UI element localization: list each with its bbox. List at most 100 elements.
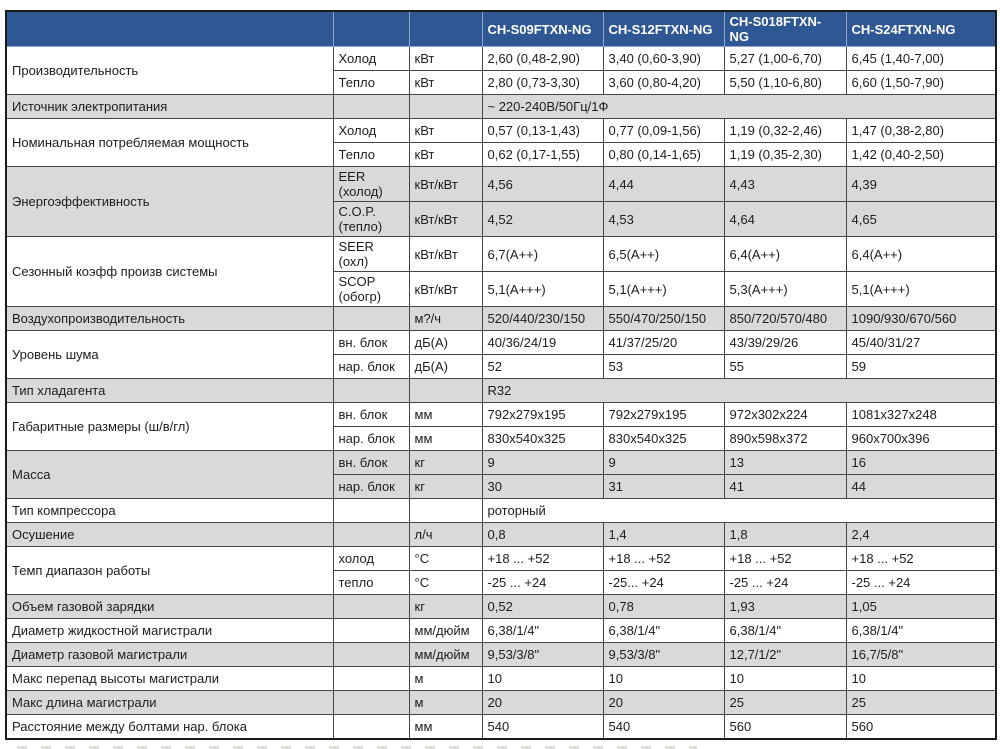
header-empty-cell	[5, 10, 334, 47]
param-cell: Тип компрессора	[5, 498, 334, 523]
value-cell: 5,1(A+++)	[602, 271, 725, 307]
value-cell: 40/36/24/19	[481, 330, 604, 355]
param-cell: Номинальная потребляемая мощность	[5, 118, 334, 167]
unit-cell: кВт	[408, 70, 483, 95]
sub-param-cell: Холод	[332, 118, 410, 143]
param-cell: Макс длина магистрали	[5, 690, 334, 715]
param-cell: Уровень шума	[5, 330, 334, 379]
value-cell: 20	[481, 690, 604, 715]
model-header-cell: CH-S09FTXN-NG	[481, 10, 604, 47]
sub-param-cell	[332, 690, 410, 715]
sub-param-cell	[332, 642, 410, 667]
sub-param-cell: вн. блок	[332, 450, 410, 475]
value-cell: 30	[481, 474, 604, 499]
value-cell: 1,47 (0,38-2,80)	[845, 118, 997, 143]
unit-cell: кг	[408, 450, 483, 475]
unit-cell: мм/дюйм	[408, 642, 483, 667]
param-cell: Диаметр жидкостной магистрали	[5, 618, 334, 643]
value-cell: 5,1(A+++)	[845, 271, 997, 307]
value-cell: 6,38/1/4"	[723, 618, 847, 643]
table-row: нар. блок дБ(А) 52 53 55 59	[6, 354, 997, 379]
value-cell: 560	[723, 714, 847, 740]
value-cell: +18 ... +52	[723, 546, 847, 571]
value-cell: 5,3(A+++)	[723, 271, 847, 307]
value-cell: 830x540x325	[481, 426, 604, 451]
value-cell: 0,77 (0,09-1,56)	[602, 118, 725, 143]
sub-param-cell: Тепло	[332, 142, 410, 167]
header-empty-cell	[332, 10, 410, 47]
value-cell: 9,53/3/8"	[602, 642, 725, 667]
unit-cell: кВт/кВт	[408, 271, 483, 307]
value-cell: 4,43	[723, 166, 847, 202]
sub-param-cell	[332, 94, 410, 119]
table-row: SCOP (обогр) кВт/кВт 5,1(A+++) 5,1(A+++) 5,3…	[6, 271, 997, 307]
sub-param-cell: холод	[332, 546, 410, 571]
table-row: Расстояние между болтами нар. блока мм 540…	[5, 714, 997, 740]
sub-param-cell: SEER (охл)	[332, 236, 410, 272]
value-cell: 5,50 (1,10-6,80)	[723, 70, 847, 95]
value-cell: роторный	[481, 498, 997, 523]
value-cell: 520/440/230/150	[481, 306, 604, 331]
value-cell: 0,62 (0,17-1,55)	[481, 142, 604, 167]
unit-cell: кг	[408, 474, 483, 499]
unit-cell: мм	[408, 714, 483, 740]
value-cell: 1,19 (0,32-2,46)	[723, 118, 847, 143]
value-cell: 0,57 (0,13-1,43)	[481, 118, 604, 143]
value-cell: 4,52	[481, 201, 604, 237]
table-row: Диаметр газовой магистрали мм/дюйм 9,53/3/…	[5, 642, 997, 667]
value-cell: 1,4	[602, 522, 725, 547]
value-cell: 4,39	[845, 166, 997, 202]
unit-cell	[408, 94, 483, 119]
value-cell: 6,38/1/4"	[602, 618, 725, 643]
value-cell: 1,42 (0,40-2,50)	[845, 142, 997, 167]
table-row: Тип хладагента R32	[5, 378, 997, 403]
unit-cell: дБ(А)	[408, 354, 483, 379]
value-cell: ~ 220-240В/50Гц/1Ф	[481, 94, 997, 119]
value-cell: 53	[602, 354, 725, 379]
value-cell: 850/720/570/480	[723, 306, 847, 331]
value-cell: 972x302x224	[723, 402, 847, 427]
value-cell: 4,65	[845, 201, 997, 237]
table-row: нар. блок мм 830x540x325 830x540x325 890x598…	[6, 426, 997, 451]
value-cell: 960x700x396	[845, 426, 997, 451]
table-row: Сезонный коэфф произв системы SEER (охл) к…	[5, 236, 997, 307]
table-row: Воздухопроизводительность м?/ч 520/440/230…	[5, 306, 997, 331]
unit-cell: л/ч	[408, 522, 483, 547]
unit-cell: кВт/кВт	[408, 236, 483, 272]
value-cell: -25 ... +24	[845, 570, 997, 595]
param-cell: Осушение	[5, 522, 334, 547]
spec-table: CH-S09FTXN-NG CH-S12FTXN-NG CH-S018FTXN-NG…	[5, 10, 997, 740]
table-row: Габаритные размеры (ш/в/гл) вн. блок мм 792…	[5, 402, 997, 451]
value-cell: 55	[723, 354, 847, 379]
table-row: Масса вн. блок кг 9 9 13 16	[5, 450, 997, 499]
value-cell: 4,56	[481, 166, 604, 202]
unit-cell: кВт/кВт	[408, 166, 483, 202]
value-cell: 9	[481, 450, 604, 475]
sub-param-cell: тепло	[332, 570, 410, 595]
table-row: Энергоэффективность EER (холод) кВт/кВт 4,5…	[5, 166, 997, 237]
unit-cell: мм	[408, 402, 483, 427]
unit-cell: кВт/кВт	[408, 201, 483, 237]
table-row: Темп диапазон работы холод °С +18 ... +52 +1…	[5, 546, 997, 595]
sub-param-cell	[332, 714, 410, 740]
value-cell: 6,5(A++)	[602, 236, 725, 272]
param-cell: Диаметр газовой магистрали	[5, 642, 334, 667]
value-cell: 540	[602, 714, 725, 740]
value-cell: 25	[723, 690, 847, 715]
value-cell: 4,44	[602, 166, 725, 202]
table-row: Источник электропитания ~ 220-240В/50Гц/1…	[5, 94, 997, 119]
value-cell: 10	[845, 666, 997, 691]
table-row: Тепло кВт 0,62 (0,17-1,55) 0,80 (0,14-1,65)…	[6, 142, 997, 167]
unit-cell: кВт	[408, 118, 483, 143]
unit-cell: кг	[408, 594, 483, 619]
table-row: C.O.P. (тепло) кВт/кВт 4,52 4,53 4,64 4,65	[6, 201, 997, 237]
sub-param-cell: Тепло	[332, 70, 410, 95]
unit-cell: мм	[408, 426, 483, 451]
value-cell: 3,40 (0,60-3,90)	[602, 46, 725, 71]
param-cell: Сезонный коэфф произв системы	[5, 236, 334, 307]
sub-param-cell: вн. блок	[332, 402, 410, 427]
value-cell: 3,60 (0,80-4,20)	[602, 70, 725, 95]
table-row: Макс длина магистрали м 20 20 25 25	[5, 690, 997, 715]
value-cell: 560	[845, 714, 997, 740]
value-cell: 9	[602, 450, 725, 475]
